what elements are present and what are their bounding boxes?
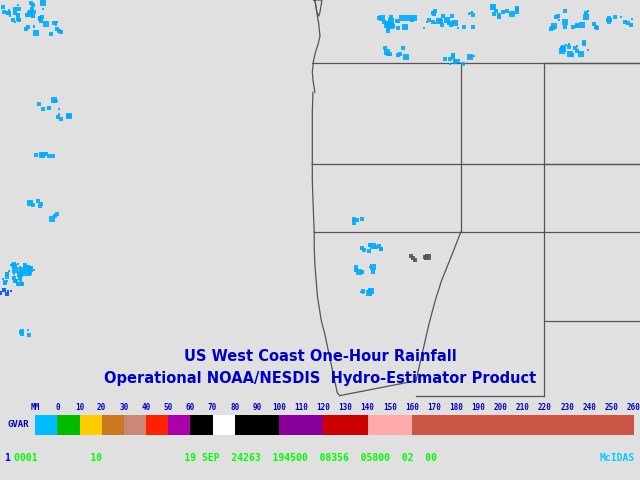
Text: MM: MM (31, 404, 40, 412)
Text: 70: 70 (208, 404, 217, 412)
Bar (168, 415, 190, 435)
Text: 160: 160 (405, 404, 419, 412)
Text: 230: 230 (560, 404, 574, 412)
Text: 100: 100 (272, 404, 286, 412)
Text: 220: 220 (538, 404, 552, 412)
Text: 30: 30 (119, 404, 129, 412)
Text: 240: 240 (582, 404, 596, 412)
Bar (346, 415, 367, 435)
Bar (257, 415, 279, 435)
Bar (479, 415, 500, 435)
Bar (500, 415, 523, 435)
Bar (434, 415, 456, 435)
Text: 200: 200 (493, 404, 508, 412)
Text: 210: 210 (516, 404, 530, 412)
Text: 40: 40 (141, 404, 150, 412)
Bar (58, 415, 79, 435)
Text: US West Coast One-Hour Rainfall: US West Coast One-Hour Rainfall (184, 349, 456, 364)
Bar (212, 415, 235, 435)
Bar (367, 415, 390, 435)
Bar (279, 415, 301, 435)
Text: 140: 140 (361, 404, 374, 412)
Bar (301, 415, 323, 435)
Text: 0001         10              19 SEP  24263  194500  08356  05800  02  00: 0001 10 19 SEP 24263 194500 08356 05800 … (14, 454, 437, 463)
Bar (456, 415, 479, 435)
Bar (235, 415, 257, 435)
Bar (412, 415, 434, 435)
Bar (390, 415, 412, 435)
Text: 190: 190 (472, 404, 485, 412)
Text: Operational NOAA/NESDIS  Hydro-Estimator Product: Operational NOAA/NESDIS Hydro-Estimator … (104, 371, 536, 386)
Text: McIDAS: McIDAS (600, 454, 636, 463)
Text: 90: 90 (252, 404, 262, 412)
Text: 130: 130 (339, 404, 353, 412)
Bar (146, 415, 168, 435)
Text: 120: 120 (316, 404, 330, 412)
Bar (124, 415, 146, 435)
Text: 0: 0 (55, 404, 60, 412)
Text: 20: 20 (97, 404, 106, 412)
Text: 170: 170 (427, 404, 441, 412)
Text: 180: 180 (449, 404, 463, 412)
Text: 110: 110 (294, 404, 308, 412)
Bar (35, 415, 58, 435)
Text: 1: 1 (4, 454, 10, 463)
Text: 250: 250 (605, 404, 618, 412)
Bar (545, 415, 567, 435)
Text: 60: 60 (186, 404, 195, 412)
Text: 50: 50 (164, 404, 173, 412)
Text: GVAR: GVAR (7, 420, 29, 429)
Bar (102, 415, 124, 435)
Bar (589, 415, 611, 435)
Text: 260: 260 (627, 404, 640, 412)
Bar (79, 415, 102, 435)
Text: 150: 150 (383, 404, 397, 412)
Bar (567, 415, 589, 435)
Bar (323, 415, 346, 435)
Text: 80: 80 (230, 404, 239, 412)
Bar (190, 415, 212, 435)
Bar (523, 415, 545, 435)
Bar (611, 415, 634, 435)
Text: 10: 10 (75, 404, 84, 412)
